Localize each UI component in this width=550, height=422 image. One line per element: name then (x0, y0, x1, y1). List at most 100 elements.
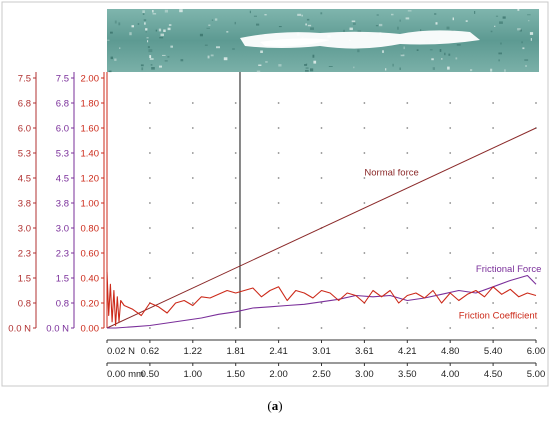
x-axis-top-tick-label: 3.61 (355, 346, 374, 357)
x-axis-bottom-tick-label: 0.50 (141, 369, 160, 380)
frictional-force-axis-tick-label: 3.0 (56, 224, 69, 235)
micrograph-speckle (465, 20, 468, 22)
micrograph-speckle (529, 32, 534, 35)
micrograph-speckle (260, 50, 263, 53)
micrograph-speckle (470, 69, 473, 72)
grid-dot (492, 227, 494, 229)
frictional-force-axis-tick-label: 7.5 (56, 74, 69, 85)
micrograph-speckle (160, 33, 164, 37)
grid (149, 102, 537, 329)
grid-dot (492, 102, 494, 104)
micrograph-speckle (108, 70, 112, 73)
x-axis-top-tick-label: 4.21 (398, 346, 417, 357)
frictional-force-line (107, 274, 537, 329)
frictional-force-axis-tick-label: 0.0 N (46, 324, 69, 335)
grid-dot (320, 327, 323, 329)
x-axis-top-tick-label: 4.80 (441, 346, 460, 357)
normal-force-axis-tick-label: 0.0 N (8, 324, 31, 335)
micrograph-speckle (382, 50, 384, 53)
micrograph-speckle (400, 54, 405, 57)
micrograph-speckle (452, 17, 454, 21)
micrograph-speckle (167, 56, 170, 58)
axes: 7.5 6.8 6.0 5.3 4.5 3.8 3.0 2.3 1.5 0.8 0.0 N 7.5 6.… (8, 72, 545, 380)
grid-dot (449, 177, 452, 179)
grid-dot (320, 152, 323, 154)
grid-dot (535, 152, 537, 154)
panel-border (1, 1, 549, 387)
micrograph-speckle (150, 64, 153, 66)
micrograph-speckle (305, 67, 309, 69)
grid-dot (191, 277, 194, 279)
grid-dot (191, 127, 194, 129)
grid-dot (277, 227, 280, 229)
micrograph-speckle (278, 26, 282, 28)
micrograph-speckle (149, 58, 154, 60)
grid-dot (149, 177, 151, 179)
micrograph-speckle (312, 54, 315, 58)
friction-coefficient-axis-tick-label: 1.20 (81, 174, 100, 185)
grid-dot (149, 127, 151, 129)
micrograph-speckle (431, 58, 434, 61)
x-axis-top-tick-label: 1.81 (226, 346, 245, 357)
micrograph-speckle (167, 27, 171, 31)
frictional-force-axis: 7.5 6.8 6.0 5.3 4.5 3.8 3.0 2.3 1.5 0.8 0.0 N (46, 72, 75, 335)
micrograph-speckle (405, 17, 410, 20)
normal-force-axis: 7.5 6.8 6.0 5.3 4.5 3.8 3.0 2.3 1.5 0.8 0.0 N (8, 72, 37, 335)
friction-coefficient-axis-tick-label: 0.80 (81, 224, 100, 235)
micrograph-speckle (211, 19, 214, 21)
frictional-force-axis-tick-label: 2.3 (56, 249, 69, 260)
micrograph-speckle (320, 12, 323, 15)
micrograph-speckle (310, 27, 314, 30)
grid-dot (191, 227, 194, 229)
grid-dot (406, 327, 409, 329)
scratch-track-micrograph (107, 9, 539, 73)
micrograph-speckle (528, 20, 530, 22)
normal-force-axis-tick-label: 5.3 (18, 149, 31, 160)
micrograph-speckle (107, 39, 110, 41)
micrograph-speckle (204, 44, 208, 46)
micrograph-speckle (521, 41, 523, 44)
micrograph-speckle (297, 13, 302, 16)
grid-dot (535, 227, 537, 229)
friction-coefficient-axis-tick-label: 1.40 (81, 149, 100, 160)
micrograph-speckle (168, 24, 172, 26)
micrograph-speckle (495, 15, 499, 17)
micrograph-speckle (163, 29, 166, 32)
micrograph-speckle (234, 21, 236, 25)
micrograph-speckle (416, 49, 419, 51)
grid-dot (449, 252, 452, 254)
micrograph-speckle (206, 27, 210, 29)
micrograph-speckle (145, 28, 148, 31)
grid-dot (320, 252, 323, 254)
micrograph-speckle (142, 13, 145, 15)
grid-dot (363, 277, 366, 279)
normal-force-axis-tick-label: 0.8 (18, 299, 31, 310)
frictional-force-axis-tick-label: 1.5 (56, 274, 69, 285)
micrograph-speckle (500, 42, 502, 45)
grid-dot (363, 202, 366, 204)
grid-dot (277, 152, 280, 154)
grid-dot (406, 227, 409, 229)
micrograph-speckle (216, 46, 220, 49)
grid-dot (406, 302, 409, 304)
grid-dot (191, 177, 194, 179)
micrograph-speckle (226, 31, 229, 33)
micrograph-speckle (137, 23, 140, 25)
x-axis-top-tick-label: 2.41 (269, 346, 288, 357)
micrograph-speckle (162, 54, 166, 56)
micrograph-speckle (265, 61, 268, 63)
micrograph-speckle (304, 64, 307, 66)
micrograph-speckle (145, 31, 147, 33)
friction-coefficient-axis-tick-label: 0.40 (81, 274, 100, 285)
grid-dot (363, 127, 366, 129)
grid-dot (406, 177, 409, 179)
normal-force-label: Normal force (364, 168, 418, 179)
grid-dot (535, 252, 537, 254)
grid-dot (406, 202, 409, 204)
grid-dot (149, 252, 151, 254)
grid-dot (406, 102, 409, 104)
x-axis-bottom-tick-label: 3.50 (398, 369, 417, 380)
micrograph-speckle (444, 52, 446, 56)
x-axis-top-tick-label: 3.01 (312, 346, 331, 357)
micrograph-speckle (435, 22, 438, 25)
